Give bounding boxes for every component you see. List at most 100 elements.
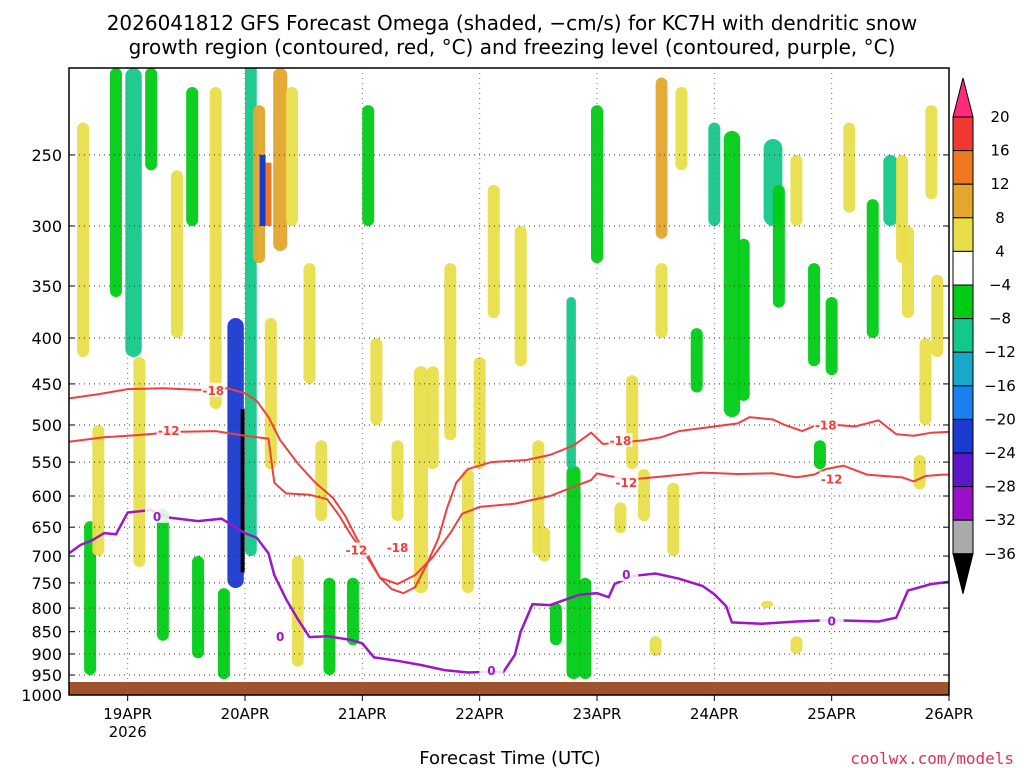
- colorbar-label: −24: [984, 444, 1016, 462]
- colorbar-segment: [952, 351, 974, 387]
- colorbar-segment: [952, 116, 974, 152]
- omega-cell: [192, 556, 205, 659]
- omega-cell: [217, 588, 230, 680]
- y-tick-label: 300: [31, 217, 62, 236]
- y-tick-label: 450: [31, 375, 62, 394]
- contour-label-bg: [156, 423, 181, 438]
- contour-label: -12: [346, 543, 368, 557]
- contour-label-bg: [344, 542, 369, 557]
- omega-cell: [549, 603, 562, 646]
- colorbar-label: −28: [984, 478, 1016, 496]
- omega-cell: [737, 238, 750, 401]
- omega-cell: [109, 68, 122, 297]
- omega-cell: [273, 68, 288, 252]
- y-tick-label: 800: [31, 599, 62, 618]
- contour-label-bg: [813, 417, 838, 432]
- colorbar-label: −20: [984, 410, 1016, 428]
- omega-cell: [866, 199, 879, 339]
- omega-cell: [825, 296, 838, 376]
- x-tick-label: 25APR: [807, 705, 856, 723]
- dgz-contour-m18: [69, 387, 949, 595]
- omega-cell: [723, 130, 741, 418]
- omega-cell: [391, 440, 404, 522]
- colorbar-segment: [952, 385, 974, 420]
- omega-cell: [708, 122, 721, 226]
- omega-cell: [675, 87, 688, 171]
- omega-cell: [227, 318, 244, 589]
- colorbar-label: 16: [990, 142, 1009, 160]
- y-tick-label: 650: [31, 518, 62, 537]
- x-tick-year: 2026: [109, 723, 147, 741]
- omega-cell: [514, 225, 527, 367]
- omega-cell: [444, 263, 457, 441]
- colorbar-label: −12: [984, 343, 1016, 361]
- omega-cell: [92, 424, 105, 557]
- omega-cell: [145, 68, 158, 171]
- y-tick-label: 950: [31, 666, 62, 685]
- omega-shading: [77, 68, 944, 680]
- omega-cell: [579, 577, 592, 680]
- x-tick-label: 24APR: [690, 705, 739, 723]
- y-tick-label: 700: [31, 547, 62, 566]
- y-tick-label: 350: [31, 277, 62, 296]
- omega-cell: [170, 170, 183, 339]
- colorbar-bottom-arrow: [952, 553, 974, 594]
- omega-cell: [285, 87, 298, 226]
- omega-cell: [925, 105, 938, 200]
- contour-label: -12: [158, 424, 180, 438]
- omega-cell: [655, 263, 668, 339]
- omega-cell: [919, 338, 932, 425]
- colorbar-segment: [952, 150, 974, 185]
- contour-label: -18: [202, 384, 224, 398]
- omega-cell: [591, 105, 603, 264]
- omega-cell: [667, 482, 680, 557]
- colorbar-label: 20: [990, 108, 1009, 126]
- omega-cell: [323, 577, 336, 676]
- omega-cell: [413, 366, 429, 594]
- contour-label-bg: [268, 629, 293, 644]
- omega-cell: [461, 469, 474, 594]
- x-tick-label: 21APR: [338, 705, 387, 723]
- omega-cell: [808, 263, 821, 367]
- omega-cell: [264, 318, 277, 470]
- omega-cell: [772, 184, 785, 308]
- contour-label-bg: [608, 432, 633, 447]
- omega-cell: [761, 600, 774, 609]
- contour-label-bg: [385, 540, 410, 555]
- omega-cell: [84, 521, 97, 676]
- ground-terrain: [69, 682, 949, 695]
- omega-cell: [125, 68, 142, 358]
- omega-core: [265, 162, 272, 226]
- omega-cell: [370, 338, 383, 425]
- colorbar-label: −36: [984, 545, 1016, 563]
- contour-label: 0: [622, 568, 630, 582]
- grid-lines: [69, 68, 950, 696]
- contour-label: -12: [615, 476, 637, 490]
- credit-link[interactable]: coolwx.com/models: [850, 749, 1014, 768]
- colorbar-label: −16: [984, 377, 1016, 395]
- contour-label: -12: [821, 472, 843, 486]
- contour-label-bg: [479, 662, 504, 677]
- x-tick-label: 20APR: [221, 705, 270, 723]
- contour-label: 0: [276, 630, 284, 644]
- x-tick-label: 19APR: [103, 705, 152, 723]
- contour-label: -18: [815, 419, 837, 433]
- omega-cell: [426, 366, 439, 470]
- omega-cell: [901, 225, 914, 319]
- contour-label: -18: [387, 541, 409, 555]
- contour-label-bg: [614, 567, 639, 582]
- y-tick-label: 900: [31, 645, 62, 664]
- omega-cell: [614, 502, 627, 534]
- omega-cell: [362, 105, 375, 226]
- omega-cell: [487, 184, 500, 319]
- colorbar-segment: [952, 486, 974, 521]
- omega-cell: [655, 77, 668, 239]
- omega-cell: [790, 154, 803, 226]
- contour-label-bg: [145, 508, 169, 523]
- ground-strip: [69, 682, 949, 695]
- colorbar-segment: [952, 217, 974, 252]
- y-axis-ticks: 250 300 350 400 450 500 550 600 650 700 750 800 850 9…: [21, 146, 949, 705]
- y-tick-label: 600: [31, 487, 62, 506]
- contour-label-bg: [614, 474, 639, 489]
- contour-label-bg: [819, 471, 844, 486]
